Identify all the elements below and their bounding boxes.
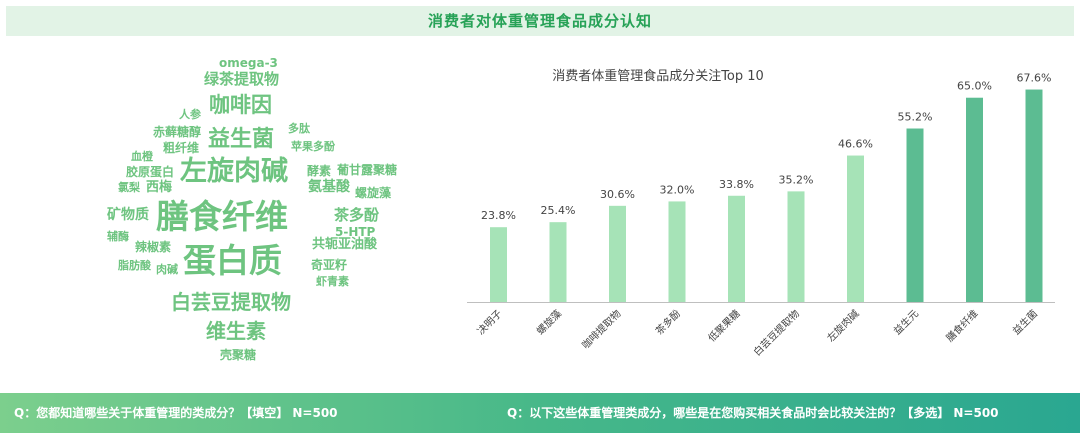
bar-value-label: 67.6% <box>1017 72 1052 85</box>
bar <box>847 155 864 302</box>
category-label: 益生元 <box>891 307 921 337</box>
word-cloud: omega-3 绿茶提取物 人参 咖啡因 赤藓糖醇 多肽 益生菌 粗纤维 苹果多… <box>0 40 470 370</box>
page-title: 消费者对体重管理食品成分认知 <box>427 12 652 30</box>
cloud-word: 苹果多酚 <box>291 140 335 153</box>
cloud-word: 酵素 <box>307 164 332 178</box>
bar <box>668 201 686 302</box>
cloud-word: 蛋白质 <box>183 241 282 280</box>
cloud-word: 氯梨 <box>118 181 140 194</box>
bar-value-label: 35.2% <box>779 173 814 186</box>
cloud-word: 茶多酚 <box>334 206 380 224</box>
cloud-word: 氨基酸 <box>308 179 350 195</box>
category-label: 左旋肉碱 <box>824 307 861 344</box>
footer-question-1: Q：您都知道哪些关于体重管理的类成分？【填空】 N=500 <box>14 406 338 420</box>
bar <box>1025 89 1043 303</box>
bar-value-label: 46.6% <box>838 138 873 151</box>
category-label: 膳食纤维 <box>943 307 980 344</box>
cloud-word: 多肽 <box>288 122 310 135</box>
category-label: 螺旋藻 <box>534 307 564 337</box>
cloud-word: 胶原蛋白 <box>126 165 175 179</box>
category-label: 低聚果糖 <box>705 307 742 344</box>
cloud-word: 葡甘露聚糖 <box>337 163 398 177</box>
cloud-word: 人参 <box>179 108 201 121</box>
bar <box>966 97 983 302</box>
bar <box>728 195 745 302</box>
footer-bar: Q：您都知道哪些关于体重管理的类成分？【填空】 N=500 Q：以下这些体重管理… <box>0 393 1080 433</box>
cloud-word: 辅酶 <box>107 230 129 243</box>
cloud-word: 绿茶提取物 <box>204 70 280 88</box>
cloud-word: 西梅 <box>146 180 173 195</box>
cloud-word: 血橙 <box>131 150 153 163</box>
category-label: 益生菌 <box>1010 307 1040 337</box>
category-label: 决明子 <box>475 308 505 338</box>
cloud-word: 5-HTP <box>335 225 376 239</box>
bar-chart-svg: 消费者体重管理食品成分关注Top 10 23.8% 决明子 25.4% 螺旋藻 30.6… <box>467 68 1055 359</box>
cloud-word: 赤藓糖醇 <box>153 125 202 139</box>
cloud-word: 膳食纤维 <box>156 197 288 236</box>
bar <box>609 205 626 302</box>
cloud-word: 咖啡因 <box>209 93 272 117</box>
cloud-word: 粗纤维 <box>163 141 200 155</box>
cloud-word: 肉碱 <box>156 263 178 276</box>
bar <box>549 222 567 302</box>
bar-value-label: 23.8% <box>481 209 516 222</box>
bar-value-label: 55.2% <box>898 111 933 124</box>
bar <box>906 128 924 302</box>
bar-value-label: 25.4% <box>541 204 576 217</box>
cloud-word: 左旋肉碱 <box>180 156 288 187</box>
bar-value-label: 65.0% <box>957 80 992 93</box>
cloud-word: 共轭亚油酸 <box>312 237 378 252</box>
bar <box>787 191 805 302</box>
footer-question-2: Q：以下这些体重管理类成分，哪些是在您购买相关食品时会比较关注的？【多选】 N=… <box>507 406 999 420</box>
bar-value-label: 30.6% <box>600 188 635 201</box>
category-label: 茶多酚 <box>653 307 683 337</box>
category-label: 白芸豆提取物 <box>751 307 803 359</box>
cloud-word: 奇亚籽 <box>311 258 348 272</box>
cloud-word: 螺旋藻 <box>355 186 392 200</box>
cloud-word: 虾青素 <box>316 275 349 288</box>
cloud-word: 矿物质 <box>107 207 149 223</box>
cloud-word: 壳聚糖 <box>220 348 257 362</box>
bar-chart: 消费者体重管理食品成分关注Top 10 23.8% 决明子 25.4% 螺旋藻 30.6… <box>455 58 1075 378</box>
cloud-word: 维生素 <box>206 319 266 343</box>
category-label: 咖啡提取物 <box>579 307 624 352</box>
chart-title: 消费者体重管理食品成分关注Top 10 <box>552 68 764 84</box>
bar-value-label: 33.8% <box>719 178 754 191</box>
cloud-word: 白芸豆提取物 <box>171 290 291 314</box>
header-banner: 消费者对体重管理食品成分认知 <box>6 6 1074 36</box>
bar <box>490 227 507 302</box>
cloud-word: 脂肪酸 <box>118 259 151 272</box>
cloud-word: 益生菌 <box>208 127 275 152</box>
bar-value-label: 32.0% <box>660 183 695 196</box>
cloud-word: omega-3 <box>219 56 278 70</box>
cloud-word: 辣椒素 <box>135 240 172 254</box>
